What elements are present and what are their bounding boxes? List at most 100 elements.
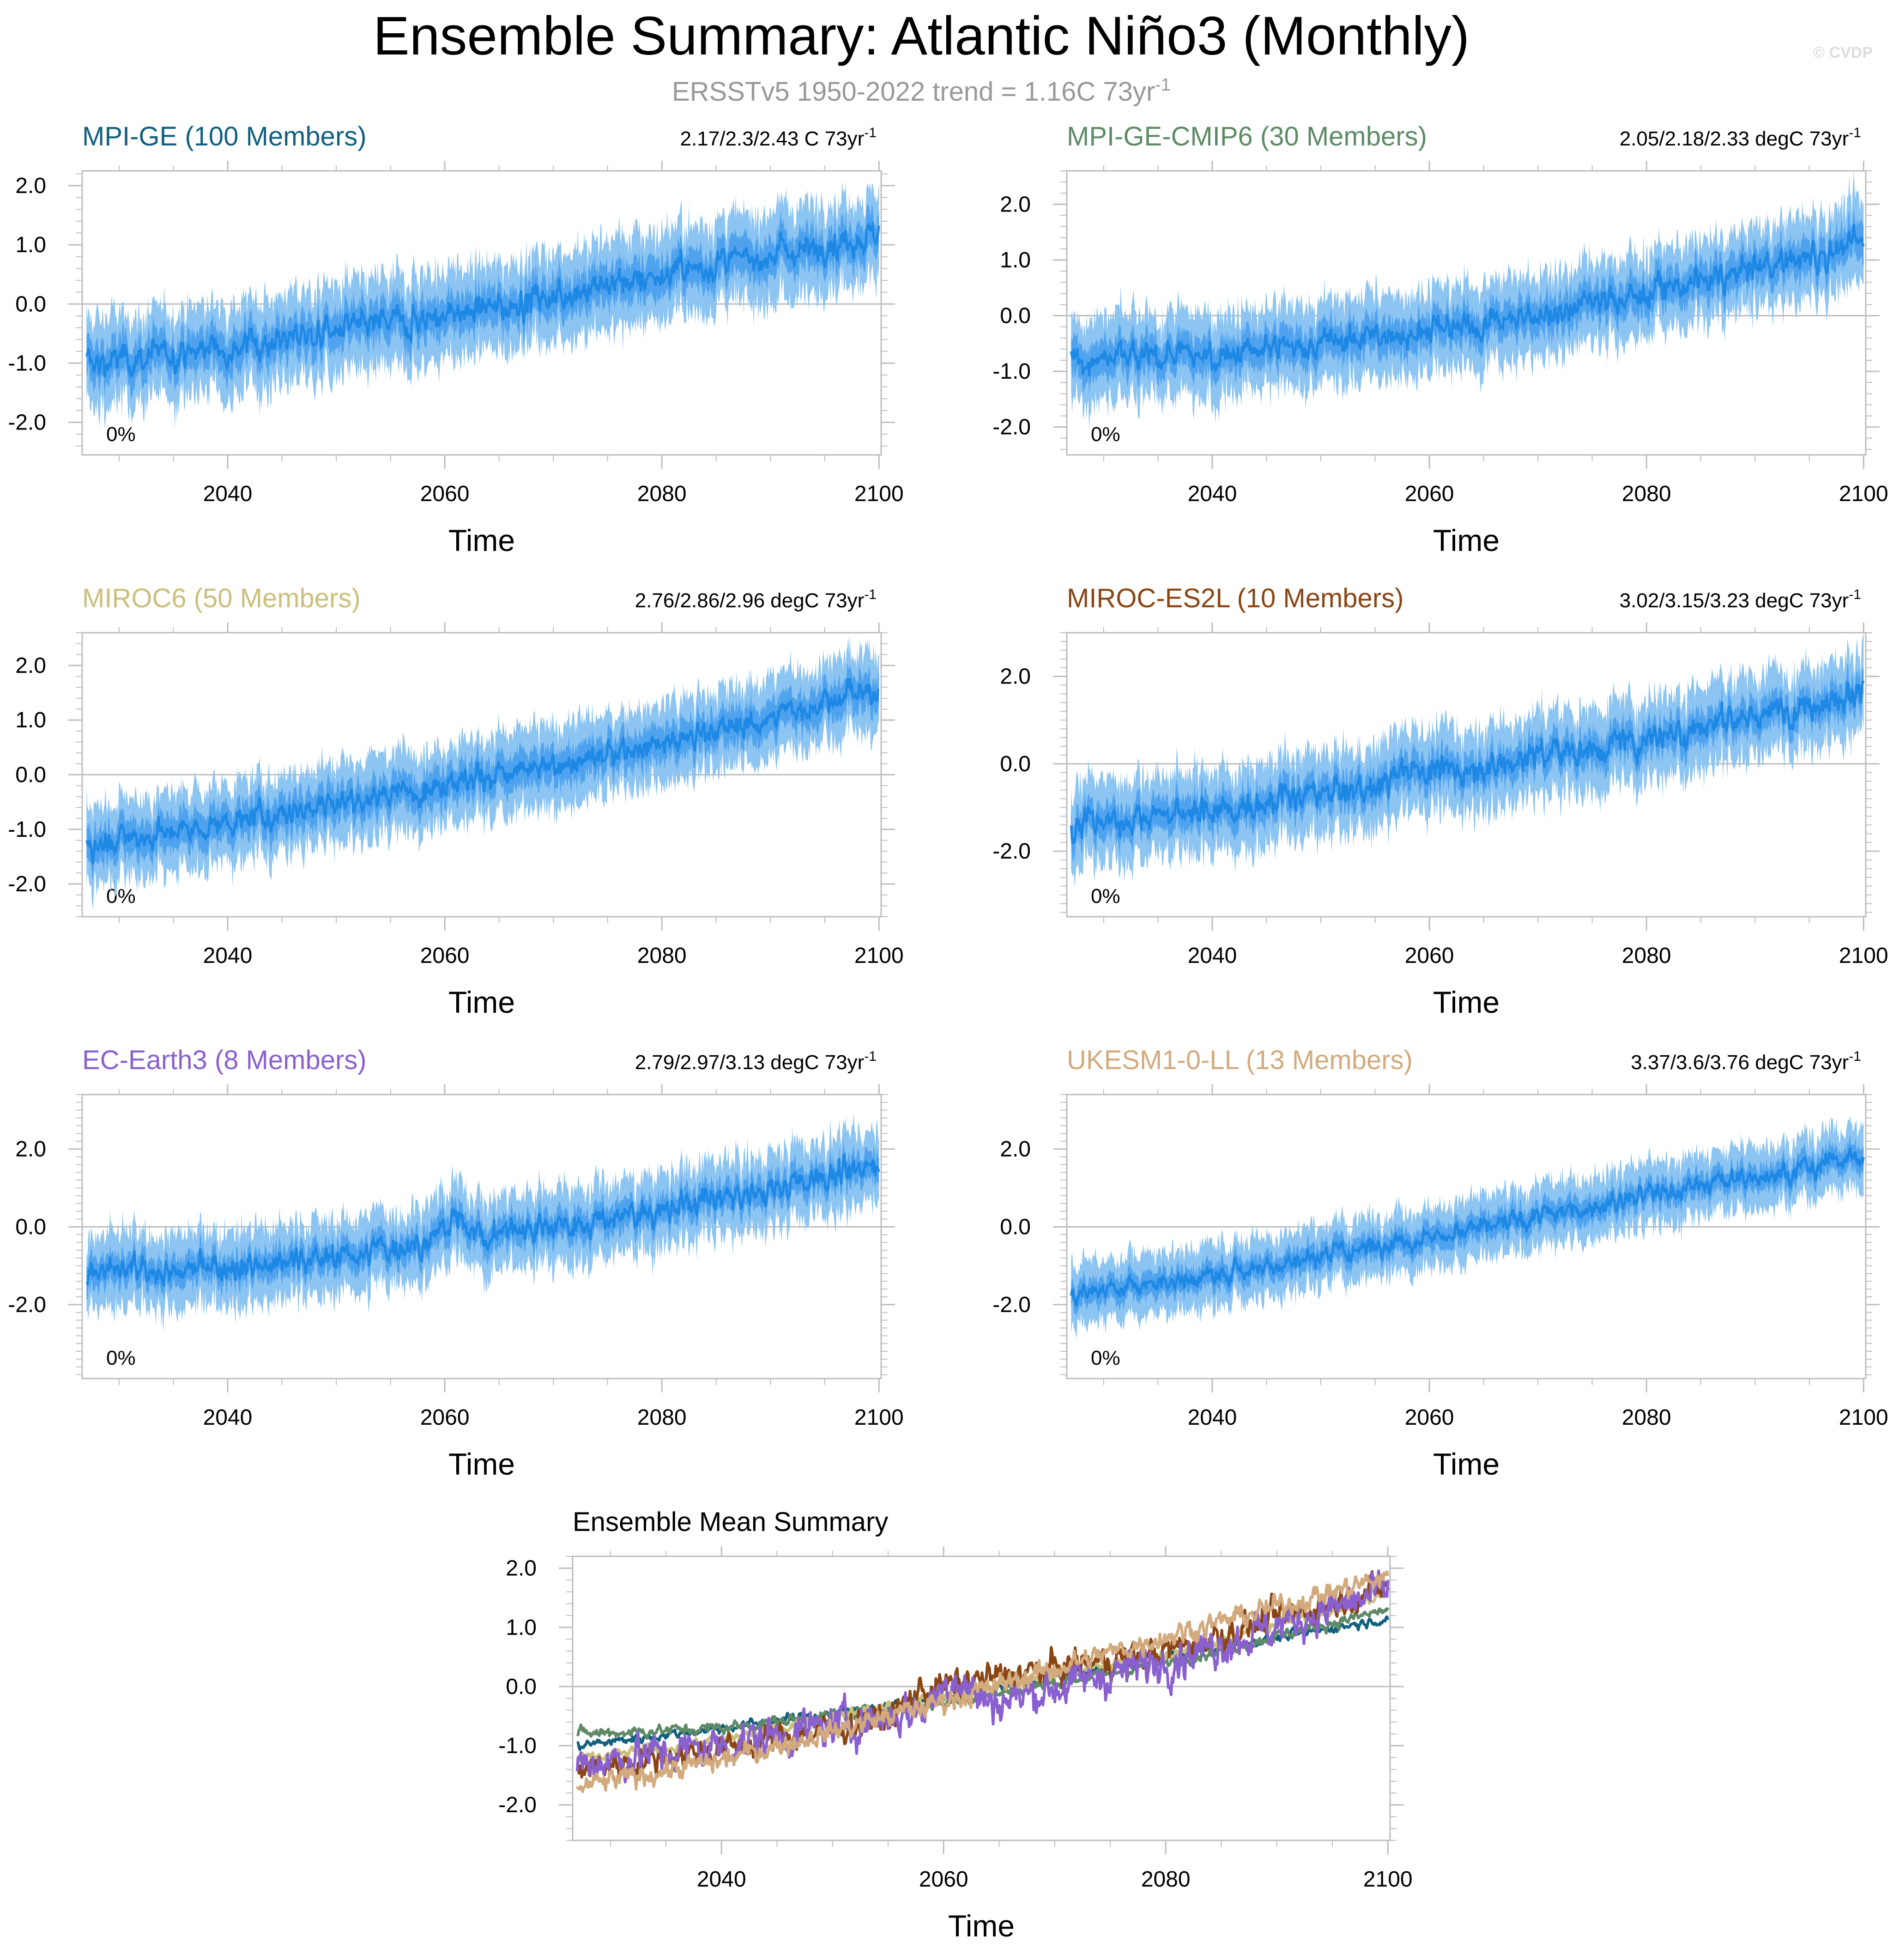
y-tick-label: 2.0 [15, 653, 46, 678]
x-tick-label: 2080 [637, 944, 687, 968]
panel-xlabel: Time [1433, 523, 1500, 557]
x-tick-label: 2100 [1839, 944, 1888, 968]
y-tick-label: -1.0 [8, 351, 46, 375]
trend-sup: -1 [1849, 587, 1861, 602]
y-tick-label: 0.0 [15, 292, 46, 316]
x-tick-label: 2040 [203, 482, 253, 506]
x-tick-label: 2060 [1405, 1405, 1454, 1430]
x-tick-label: 2080 [1622, 1405, 1671, 1430]
y-tick-label: -1.0 [498, 1734, 537, 1758]
y-tick-label: 2.0 [1000, 1137, 1031, 1161]
y-tick-label: -2.0 [8, 411, 46, 435]
panel-xlabel: Time [948, 1909, 1015, 1943]
trend-sup: -1 [1849, 125, 1861, 140]
panel-mpi-ge-cmip6: MPI-GE-CMIP6 (30 Members) 2.05/2.18/2.33… [992, 121, 1888, 557]
y-tick-label: 2.0 [1000, 665, 1031, 689]
ensemble-mean-line [1070, 680, 1865, 845]
trend-sup: -1 [864, 1049, 877, 1064]
x-tick-label: 2080 [637, 482, 687, 506]
y-tick-label: -1.0 [992, 359, 1031, 384]
x-tick-label: 2100 [854, 944, 904, 968]
figure-title: Ensemble Summary: Atlantic Niño3 (Monthl… [373, 6, 1470, 67]
panel-title: MPI-GE-CMIP6 (30 Members) [1067, 121, 1427, 151]
series-line-ec-earth3 [575, 1569, 1390, 1784]
panel-xlabel: Time [448, 523, 515, 557]
plot-area [1070, 1115, 1865, 1340]
y-tick-label: -2.0 [992, 839, 1031, 864]
panel-ec-earth3: EC-Earth3 (8 Members) 2.79/2.97/3.13 deg… [8, 1045, 903, 1481]
panel-title: MIROC6 (50 Members) [82, 583, 361, 613]
x-tick-label: 2040 [203, 1405, 253, 1430]
trend-text: 3.02/3.15/3.23 degC 73yr [1620, 589, 1849, 612]
panel-mpi-ge: MPI-GE (100 Members) 2.17/2.3/2.43 C 73y… [8, 121, 903, 557]
plot-frame [81, 1094, 882, 1379]
y-tick-label: -1.0 [8, 817, 46, 842]
ensemble-mean-line [85, 678, 879, 865]
y-tick-label: -2.0 [992, 415, 1031, 440]
panel-title: UKESM1-0-LL (13 Members) [1067, 1045, 1413, 1075]
plot-frame [81, 170, 882, 456]
panel-trend-label: 3.02/3.15/3.23 degC 73yr-1 [1620, 587, 1861, 612]
y-tick-label: 0.0 [1000, 752, 1031, 776]
panel-title: EC-Earth3 (8 Members) [82, 1045, 367, 1075]
ensemble-iqr-band [1071, 1134, 1864, 1317]
x-tick-label: 2100 [854, 482, 904, 506]
y-tick-label: 0.0 [506, 1675, 537, 1699]
panel-miroc6: MIROC6 (50 Members) 2.76/2.86/2.96 degC … [8, 583, 903, 1019]
panel-trend-label: 2.05/2.18/2.33 degC 73yr-1 [1620, 125, 1861, 150]
panel-trend-label: 2.76/2.86/2.96 degC 73yr-1 [635, 587, 877, 612]
y-tick-label: 2.0 [15, 174, 46, 198]
panel-trend-label: 3.37/3.6/3.76 degC 73yr-1 [1631, 1049, 1861, 1074]
panel-percent-label: 0% [1091, 423, 1120, 446]
x-tick-label: 2060 [420, 482, 470, 506]
panel-title: MIROC-ES2L (10 Members) [1067, 583, 1403, 613]
panel-miroc-es2l: MIROC-ES2L (10 Members) 3.02/3.15/3.23 d… [992, 583, 1888, 1019]
y-tick-label: 1.0 [506, 1615, 537, 1640]
x-tick-label: 2040 [697, 1867, 746, 1892]
y-tick-label: 0.0 [15, 1215, 46, 1239]
x-tick-label: 2040 [203, 944, 253, 968]
ensemble-mean-line [1070, 1147, 1865, 1307]
plot-area [85, 1112, 880, 1333]
y-tick-label: 1.0 [15, 708, 46, 732]
y-tick-label: 2.0 [506, 1556, 537, 1581]
trend-sup: -1 [864, 125, 877, 140]
trend-text: 2.76/2.86/2.96 degC 73yr [635, 589, 865, 612]
trend-sup: -1 [1849, 1049, 1861, 1064]
trend-text: 2.05/2.18/2.33 degC 73yr [1620, 127, 1849, 150]
panel-trend-label: 2.17/2.3/2.43 C 73yr-1 [680, 125, 877, 150]
x-tick-label: 2060 [420, 1405, 470, 1430]
x-tick-label: 2060 [1405, 944, 1454, 968]
plot-frame [1066, 170, 1867, 456]
y-tick-label: 0.0 [1000, 304, 1031, 328]
x-tick-label: 2060 [420, 944, 470, 968]
y-tick-label: -2.0 [498, 1793, 537, 1817]
x-tick-label: 2040 [1188, 482, 1237, 506]
panel-xlabel: Time [1433, 1447, 1500, 1481]
plot-area [1070, 633, 1865, 889]
panel-xlabel: Time [1433, 985, 1500, 1019]
y-tick-label: 0.0 [1000, 1215, 1031, 1239]
trend-text: 3.37/3.6/3.76 degC 73yr [1631, 1051, 1849, 1074]
watermark: © CVDP [1813, 44, 1873, 61]
ensemble-mean-line [85, 1153, 880, 1288]
ensemble-iqr-band [1071, 663, 1864, 864]
x-tick-label: 2040 [1188, 1405, 1237, 1430]
y-tick-label: 2.0 [15, 1137, 46, 1161]
x-tick-label: 2060 [1405, 482, 1454, 506]
plot-area [85, 180, 880, 429]
panel-ukesm1-0-ll: UKESM1-0-LL (13 Members) 3.37/3.6/3.76 d… [992, 1045, 1888, 1481]
y-tick-label: 2.0 [1000, 192, 1031, 217]
series-line-ukesm1-0-ll [575, 1570, 1390, 1793]
x-tick-label: 2100 [1839, 1405, 1888, 1430]
panel-percent-label: 0% [1091, 1347, 1120, 1369]
trend-text: 2.17/2.3/2.43 C 73yr [680, 127, 865, 150]
x-tick-label: 2060 [919, 1867, 968, 1892]
trend-text: 2.79/2.97/3.13 degC 73yr [635, 1051, 865, 1074]
x-tick-label: 2100 [1839, 482, 1888, 506]
panel-ensemble-mean-summary: Ensemble Mean Summary Time 2040 2060 2080 2… [498, 1507, 1412, 1943]
y-tick-label: 1.0 [15, 233, 46, 257]
x-tick-label: 2100 [854, 1405, 904, 1430]
panel-xlabel: Time [448, 985, 515, 1019]
subtitle-text: ERSSTv5 1950-2022 trend = 1.16C 73yr [672, 77, 1155, 107]
